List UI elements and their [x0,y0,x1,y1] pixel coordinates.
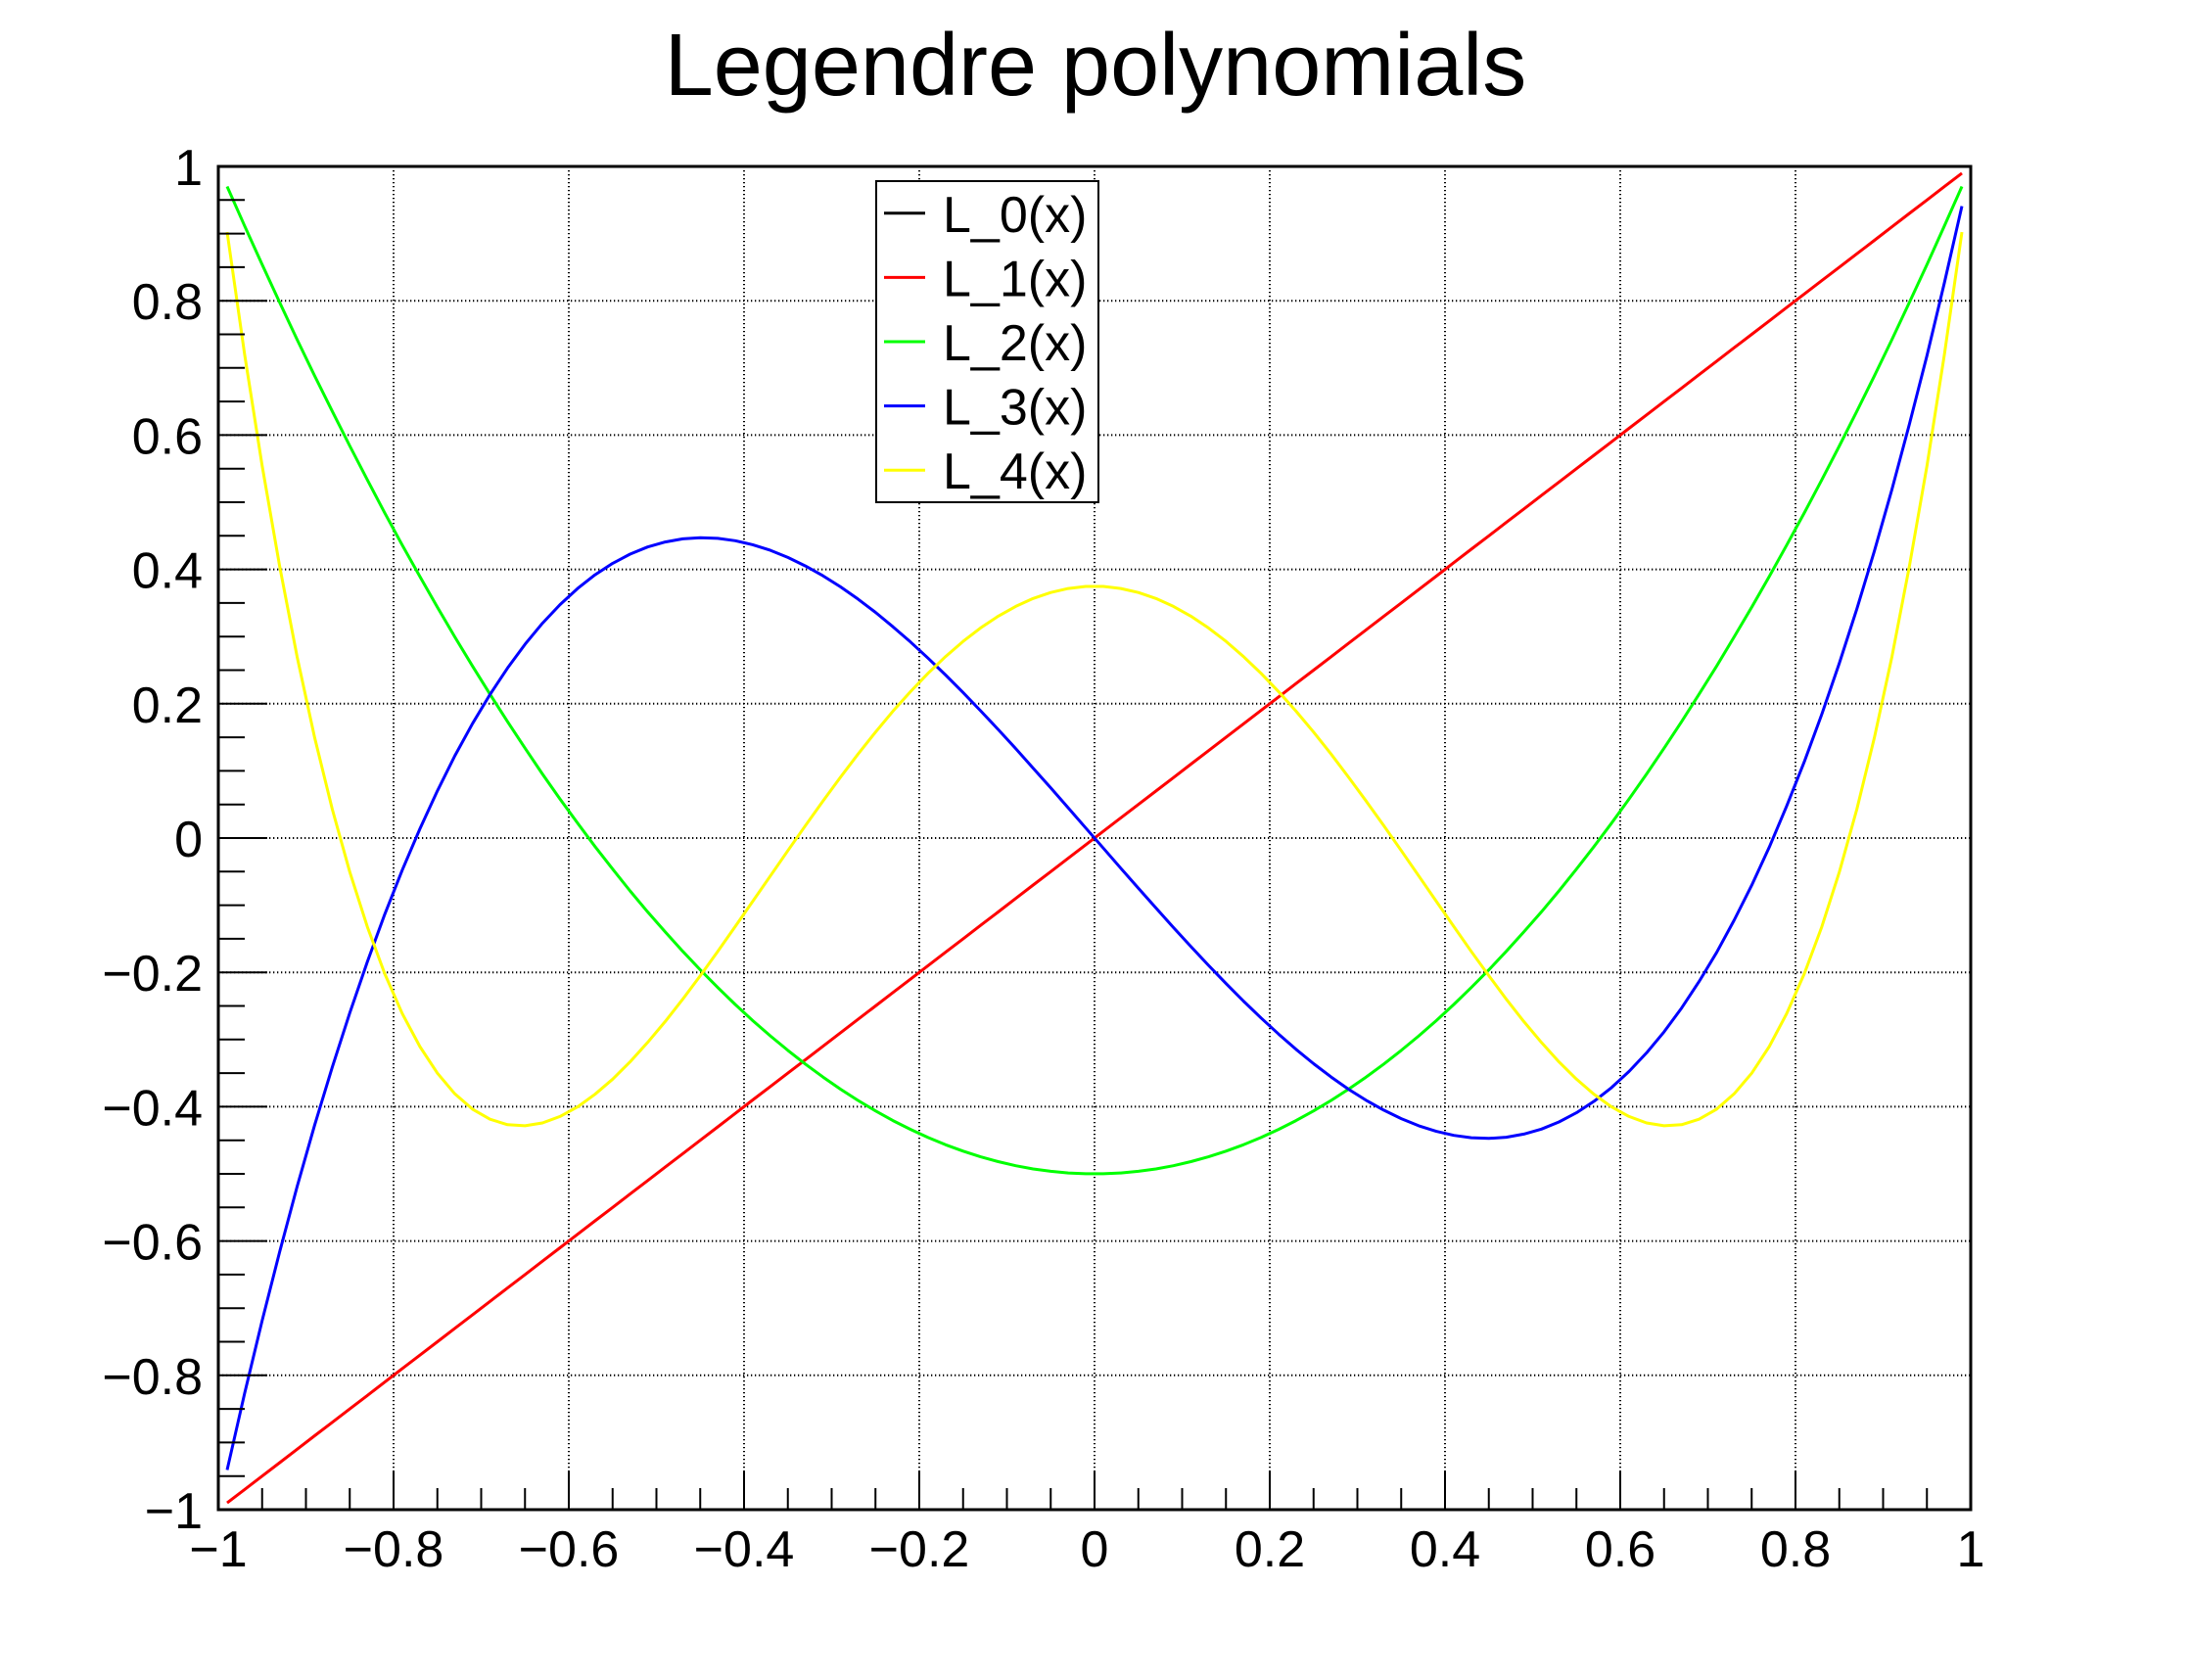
chart-title: Legendre polynomials [664,17,1527,115]
legend-label: L_3(x) [943,380,1087,437]
x-axis-tick-label: 1 [1957,1521,1985,1578]
y-axis-tick-label: 0 [174,812,203,868]
x-axis-tick-label: 0.8 [1760,1521,1831,1578]
y-axis-tick-label: 0.4 [132,543,203,600]
x-axis-tick-label: −0.2 [869,1521,970,1578]
curve-L_4(x) [225,231,1964,1128]
legend-label: L_2(x) [943,315,1087,372]
x-axis-tick-label: 0 [1081,1521,1109,1578]
y-axis-tick-label: 0.8 [132,274,203,331]
y-axis-tick-label: −0.4 [102,1080,203,1137]
y-axis-tick-label: −0.6 [102,1215,203,1272]
x-axis-tick-label: −0.4 [694,1521,795,1578]
y-axis-tick-label: −0.2 [102,946,203,1003]
y-axis-tick-label: −1 [145,1483,203,1540]
legend-label: L_4(x) [943,443,1087,500]
curve-L_2(x) [225,185,1964,1176]
x-axis-tick-label: 0.4 [1410,1521,1480,1578]
curve-L_3(x) [225,206,1964,1470]
x-axis-tick-label: 0.6 [1585,1521,1655,1578]
legend-label: L_1(x) [943,251,1087,307]
x-axis-tick-label: 0.2 [1235,1521,1305,1578]
y-axis-tick-label: 0.6 [132,408,203,465]
y-axis-tick-label: 0.2 [132,677,203,734]
x-axis-tick-label: −0.8 [344,1521,444,1578]
legend-label: L_0(x) [943,187,1087,244]
y-axis-tick-label: −0.8 [102,1349,203,1406]
x-axis-tick-label: −0.6 [519,1521,620,1578]
x-axis-tick-label: −1 [189,1521,247,1578]
y-axis-tick-label: 1 [174,140,203,197]
